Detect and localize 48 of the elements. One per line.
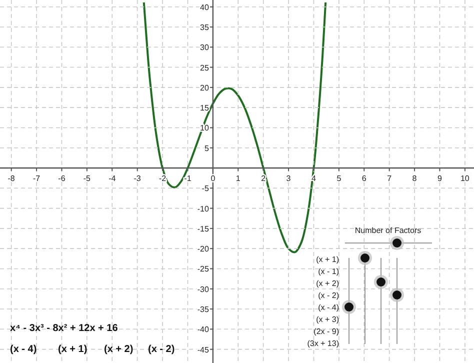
annotation: Number of Factors [354, 226, 422, 235]
x-tick-label: 8 [412, 174, 418, 184]
x-tick-label: 10 [460, 174, 470, 184]
annotation: (x - 1) [318, 267, 340, 276]
y-tick-label: 35 [200, 22, 210, 32]
x-tick-label: -6 [58, 174, 66, 184]
y-tick-label: -10 [197, 204, 210, 214]
y-tick-label: -30 [197, 284, 210, 294]
annotation: (x + 1) [58, 344, 88, 355]
annotation: (x + 1) [316, 255, 340, 264]
annotation: (x - 4) [10, 344, 37, 355]
y-tick-label: -5 [202, 184, 210, 194]
annotation: (x - 2) [148, 344, 175, 355]
x-tick-label: -5 [83, 174, 92, 184]
x-tick-label: 5 [336, 174, 342, 184]
annotation: (x + 2) [104, 344, 134, 355]
x-tick-label: 2 [261, 174, 266, 184]
y-tick-label: -40 [197, 325, 210, 334]
annotation: (3x + 13) [307, 339, 340, 348]
x-tick-label: -2 [158, 174, 167, 184]
x-tick-label: -8 [8, 174, 16, 184]
annotation: (x - 2) [318, 291, 340, 300]
annotation: x⁴ - 3x³ - 8x² + 12x + 16 [10, 323, 118, 334]
x-tick-label: -4 [108, 174, 116, 184]
annotation: (x - 4) [318, 303, 340, 312]
x-tick-label: 6 [362, 174, 367, 184]
x-tick-label: -7 [32, 174, 41, 184]
annotation: (x + 3) [316, 315, 340, 324]
x-tick-label: -3 [134, 174, 142, 184]
line-series [142, 1, 327, 254]
x-tick-label: 3 [286, 174, 292, 184]
annotation: (2x - 9) [314, 327, 340, 336]
x-tick-label: 1 [236, 174, 241, 184]
y-tick-label: -45 [197, 345, 210, 354]
y-tick-label: 30 [200, 43, 210, 52]
x-tick-label: 9 [438, 174, 442, 184]
x-tick-label: 7 [387, 174, 392, 184]
y-tick-label: 40 [200, 2, 210, 12]
y-tick-label: 5 [204, 144, 210, 153]
y-tick-label: -15 [197, 224, 210, 234]
y-tick-label: -25 [197, 264, 210, 274]
y-tick-label: 20 [200, 83, 210, 92]
y-tick-label: 15 [200, 104, 210, 113]
annotation: (x + 2) [316, 279, 340, 288]
y-tick-label: -20 [197, 244, 210, 254]
x-tick-label: -1 [184, 174, 192, 184]
y-tick-label: -35 [197, 305, 210, 314]
y-tick-label: 25 [200, 63, 210, 72]
